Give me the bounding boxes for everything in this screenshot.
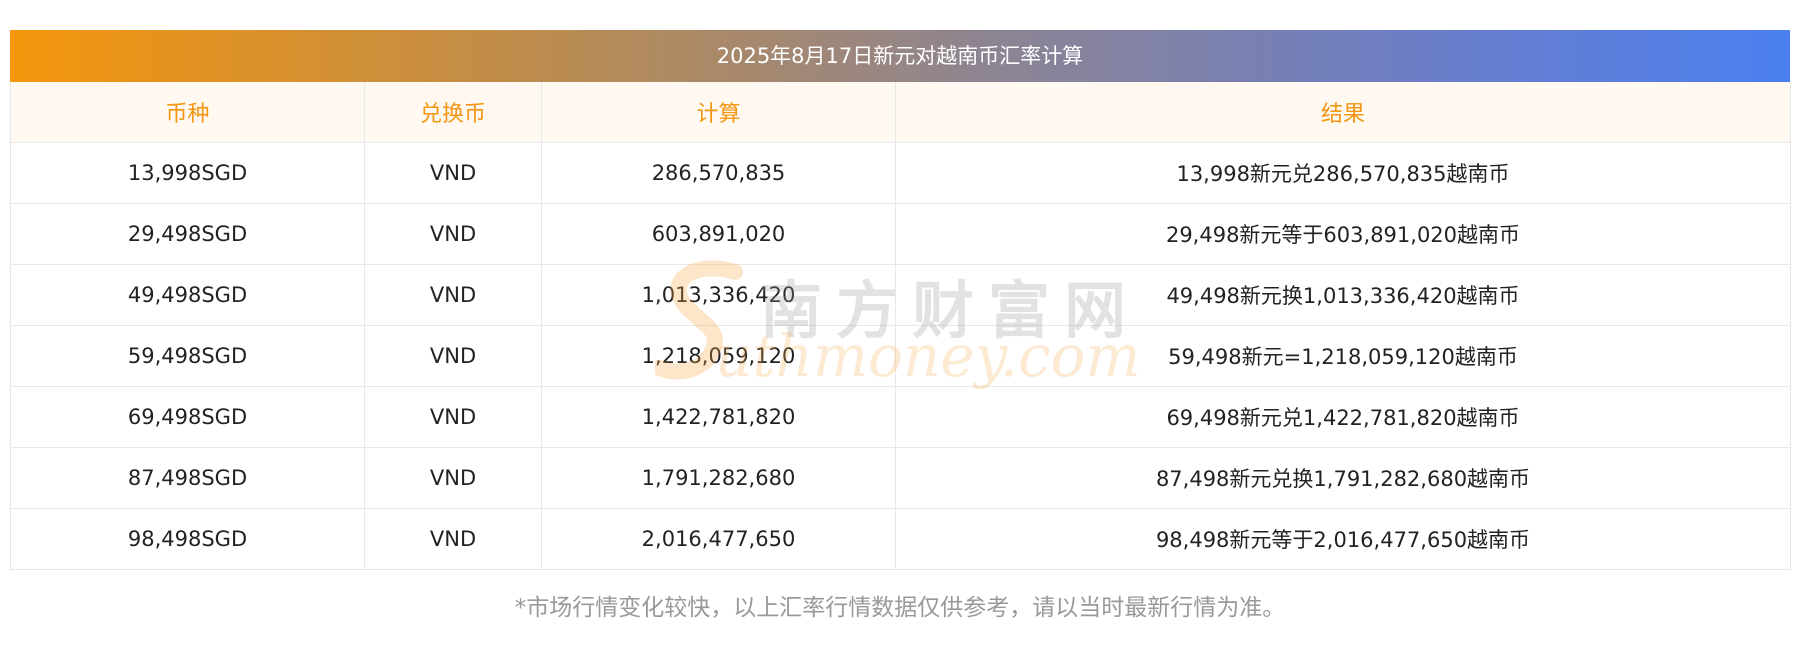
header-result: 结果: [895, 82, 1791, 143]
exchange-rate-table: 币种 兑换币 计算 结果 13,998SGD VND 286,570,835 1…: [10, 82, 1791, 570]
table-header-row: 币种 兑换币 计算 结果: [10, 82, 1791, 143]
table-row: 29,498SGD VND 603,891,020 29,498新元等于603,…: [10, 203, 1791, 265]
table-row: 59,498SGD VND 1,218,059,120 59,498新元=1,2…: [10, 325, 1791, 387]
cell-calc: 286,570,835: [541, 142, 896, 204]
cell-exchange: VND: [364, 447, 542, 509]
cell-exchange: VND: [364, 386, 542, 448]
cell-exchange: VND: [364, 142, 542, 204]
cell-currency: 98,498SGD: [10, 508, 365, 570]
cell-exchange: VND: [364, 325, 542, 387]
cell-calc: 2,016,477,650: [541, 508, 896, 570]
cell-result: 29,498新元等于603,891,020越南币: [895, 203, 1791, 265]
cell-result: 59,498新元=1,218,059,120越南币: [895, 325, 1791, 387]
cell-calc: 1,791,282,680: [541, 447, 896, 509]
cell-result: 98,498新元等于2,016,477,650越南币: [895, 508, 1791, 570]
header-calc: 计算: [541, 82, 896, 143]
cell-currency: 49,498SGD: [10, 264, 365, 326]
table-row: 87,498SGD VND 1,791,282,680 87,498新元兑换1,…: [10, 447, 1791, 509]
table-title: 2025年8月17日新元对越南币汇率计算: [10, 30, 1790, 82]
cell-result: 49,498新元换1,013,336,420越南币: [895, 264, 1791, 326]
cell-exchange: VND: [364, 508, 542, 570]
header-currency: 币种: [10, 82, 365, 143]
exchange-table-card: 2025年8月17日新元对越南币汇率计算 币种 兑换币 计算 结果 13,998…: [10, 30, 1791, 570]
cell-currency: 87,498SGD: [10, 447, 365, 509]
cell-exchange: VND: [364, 203, 542, 265]
cell-calc: 1,218,059,120: [541, 325, 896, 387]
cell-currency: 69,498SGD: [10, 386, 365, 448]
cell-calc: 1,013,336,420: [541, 264, 896, 326]
cell-exchange: VND: [364, 264, 542, 326]
table-row: 98,498SGD VND 2,016,477,650 98,498新元等于2,…: [10, 508, 1791, 570]
cell-result: 87,498新元兑换1,791,282,680越南币: [895, 447, 1791, 509]
cell-currency: 13,998SGD: [10, 142, 365, 204]
disclaimer-footnote: *市场行情变化较快，以上汇率行情数据仅供参考，请以当时最新行情为准。: [514, 595, 1286, 621]
table-row: 49,498SGD VND 1,013,336,420 49,498新元换1,0…: [10, 264, 1791, 326]
cell-currency: 29,498SGD: [10, 203, 365, 265]
table-row: 13,998SGD VND 286,570,835 13,998新元兑286,5…: [10, 142, 1791, 204]
header-exchange: 兑换币: [364, 82, 542, 143]
cell-result: 69,498新元兑1,422,781,820越南币: [895, 386, 1791, 448]
cell-result: 13,998新元兑286,570,835越南币: [895, 142, 1791, 204]
cell-calc: 603,891,020: [541, 203, 896, 265]
cell-currency: 59,498SGD: [10, 325, 365, 387]
table-row: 69,498SGD VND 1,422,781,820 69,498新元兑1,4…: [10, 386, 1791, 448]
cell-calc: 1,422,781,820: [541, 386, 896, 448]
